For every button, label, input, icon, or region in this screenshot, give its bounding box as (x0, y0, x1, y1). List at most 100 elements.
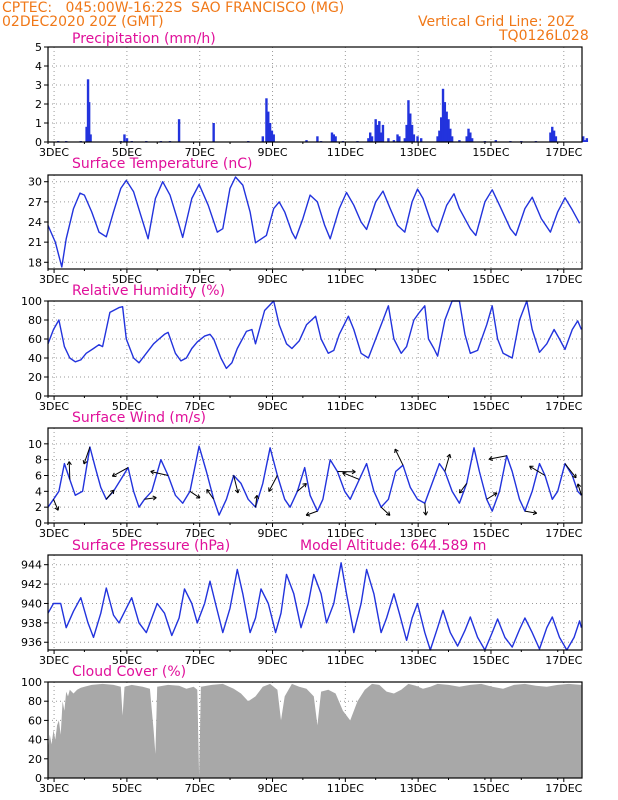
x-tick-label: 13DEC (400, 782, 437, 795)
precip-bar (469, 132, 472, 142)
precip-bar (465, 136, 468, 142)
x-tick-label: 9DEC (257, 654, 287, 667)
x-tick-label: 17DEC (545, 146, 582, 159)
precip-bar (458, 140, 461, 142)
precip-bar (330, 132, 334, 142)
wind-arrow (394, 448, 404, 466)
y-tick-label: 1 (35, 117, 42, 130)
wind-arrow (233, 475, 239, 494)
precip-bar (265, 98, 268, 142)
x-tick-label: 7DEC (185, 273, 215, 286)
x-tick-label: 13DEC (400, 273, 437, 286)
wind-arrow-head (394, 448, 399, 454)
precip-bar (332, 134, 336, 142)
precip-bar (412, 134, 416, 142)
precip-bar (378, 121, 381, 142)
precip-bar (443, 102, 447, 142)
x-tick-label: 17DEC (545, 273, 582, 286)
wind-arrow-head (572, 473, 577, 479)
wind-arrow (189, 490, 201, 499)
precip-bar (305, 140, 308, 142)
wind-arrow-head (54, 506, 60, 511)
wind-arrow (83, 446, 91, 465)
x-tick-label: 7DEC (185, 527, 215, 540)
precip-bar (554, 136, 558, 142)
x-tick-label: 15DEC (472, 654, 509, 667)
wind-arrow-head (82, 460, 88, 465)
precip-bar (85, 126, 88, 142)
panel-frame (47, 46, 583, 143)
precip-bar (440, 117, 443, 142)
panel-frame (47, 174, 583, 270)
wind-arrow (206, 489, 215, 500)
y-tick-label: 0 (35, 772, 42, 785)
x-tick-label: 7DEC (185, 782, 215, 795)
wind-arrow (577, 483, 582, 496)
wind-arrow-head (268, 487, 273, 492)
wind-arrow-head (254, 494, 260, 500)
x-tick-label: 13DEC (400, 146, 437, 159)
series-line (47, 562, 583, 651)
wind-arrow (297, 483, 307, 492)
x-tick-label: 11DEC (327, 527, 364, 540)
precip-bar (267, 111, 270, 142)
y-tick-label: 21 (28, 236, 42, 249)
y-tick-label: 5 (35, 41, 42, 54)
x-tick-label: 15DEC (472, 782, 509, 795)
wind-arrow-head (111, 472, 117, 477)
wind-arrow (342, 472, 360, 480)
y-tick-label: 942 (21, 578, 42, 591)
header-title: CPTEC: 045:00W-16:22S SAO FRANCISCO (MG) (2, 0, 345, 16)
wind-arrow (564, 463, 577, 479)
precip-bar (447, 119, 450, 142)
cloud-cover-area (48, 683, 582, 778)
y-tick-label: 18 (28, 256, 42, 269)
precip-bar (449, 128, 452, 142)
y-tick-label: 2 (35, 98, 42, 111)
precip-bar (410, 124, 414, 142)
y-tick-label: 24 (28, 216, 42, 229)
precip-bar (467, 128, 470, 142)
precip-bar (261, 136, 265, 142)
x-tick-label: 9DEC (257, 782, 287, 795)
y-tick-label: 20 (28, 371, 42, 384)
y-tick-label: 6 (35, 470, 42, 483)
precip-bar (407, 100, 410, 142)
panel-frame (47, 427, 583, 524)
precip-bar (376, 124, 379, 142)
precip-bar (334, 136, 337, 142)
y-tick-label: 40 (28, 734, 42, 747)
y-tick-label: 938 (21, 617, 42, 630)
precip-bar (272, 134, 275, 142)
precip-bar (416, 136, 419, 142)
wind-arrow-head (66, 461, 72, 466)
x-tick-label: 5DEC (112, 782, 142, 795)
wind-arrow-head (492, 492, 498, 497)
precip-bar (494, 140, 498, 142)
x-tick-label: 15DEC (472, 527, 509, 540)
panel-6: Cloud Cover (%) 0 20 40 60 80 100 3DEC 5DEC 7DEC 9… (21, 664, 583, 795)
wind-arrow-head (458, 488, 464, 494)
precip-bar (392, 140, 396, 142)
panel-frame (47, 554, 583, 651)
x-tick-label: 13DEC (400, 654, 437, 667)
precip-bar (445, 111, 448, 142)
x-tick-label: 7DEC (185, 654, 215, 667)
wind-arrow-head (351, 469, 356, 475)
y-tick-label: 8 (35, 454, 42, 467)
y-tick-label: 80 (28, 695, 42, 708)
precip-bar (450, 136, 454, 142)
panel-5: Surface Pressure (hPa) Model Altitude: 64… (21, 538, 583, 667)
wind-arrow-head (385, 511, 391, 516)
panel-3: Relative Humidity (%) 0 20 40 60 80 100 3DEC 5DE… (21, 283, 583, 413)
panel-title: Cloud Cover (%) (72, 664, 186, 680)
series-line (47, 445, 582, 516)
y-tick-label: 4 (35, 60, 42, 73)
wind-arrow (255, 495, 258, 508)
wind-arrow-head (532, 510, 538, 516)
panel-title: Precipitation (mm/h) (72, 31, 216, 47)
y-tick-label: 20 (28, 753, 42, 766)
header-datetime: 02DEC2020 20Z (GMT) (2, 14, 164, 30)
x-tick-label: 15DEC (472, 146, 509, 159)
wind-arrow-head (234, 488, 240, 494)
